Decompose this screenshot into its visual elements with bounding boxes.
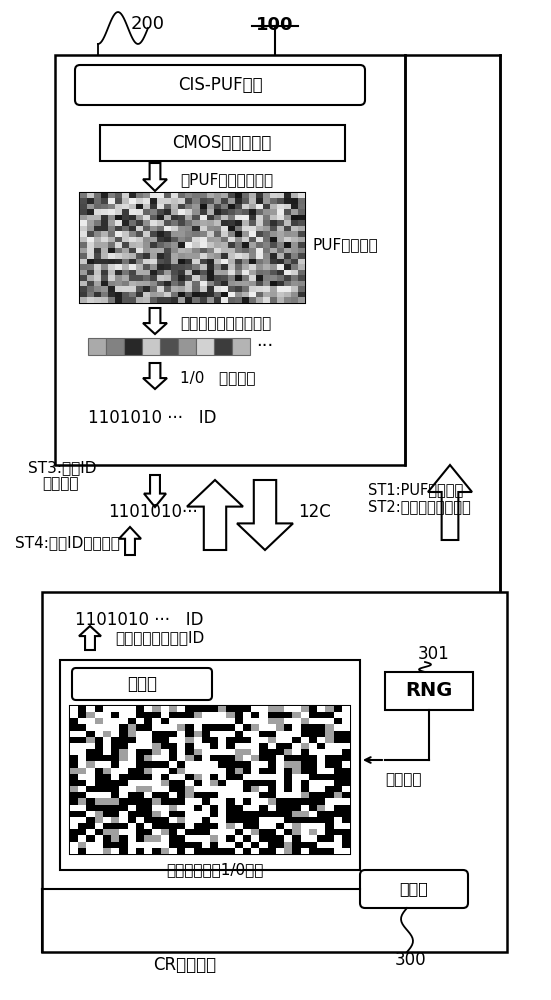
Text: 301: 301: [418, 645, 450, 663]
Bar: [60, 660, 360, 870]
FancyBboxPatch shape: [75, 65, 365, 105]
Text: PUF模式图像: PUF模式图像: [313, 237, 379, 252]
Bar: [106, 338, 124, 355]
Text: 截取经地址分配的部分: 截取经地址分配的部分: [180, 316, 271, 332]
Text: 100: 100: [256, 16, 294, 34]
Bar: [42, 592, 507, 952]
Text: 12C: 12C: [298, 503, 331, 521]
Text: 微电脑: 微电脑: [399, 882, 429, 896]
Bar: [160, 338, 178, 355]
Text: CIS-PUF芯片: CIS-PUF芯片: [177, 76, 262, 94]
Text: ST1:PUF模式指令: ST1:PUF模式指令: [368, 483, 463, 497]
Text: CMOS图像传感器: CMOS图像传感器: [172, 134, 272, 152]
Polygon shape: [144, 475, 166, 507]
Text: ST4:验证ID是否一致: ST4:验证ID是否一致: [15, 536, 120, 550]
Text: ST2:地址分配（挑战）: ST2:地址分配（挑战）: [368, 499, 471, 514]
Text: 已预先注册的1/0数据: 已预先注册的1/0数据: [166, 862, 264, 878]
Text: （响应）: （响应）: [42, 477, 78, 491]
Bar: [100, 125, 345, 161]
FancyBboxPatch shape: [360, 870, 468, 908]
FancyBboxPatch shape: [72, 668, 212, 700]
Polygon shape: [143, 363, 167, 389]
Bar: [232, 338, 250, 355]
Text: 截取分配的地址的ID: 截取分配的地址的ID: [115, 631, 204, 646]
Text: 存储器: 存储器: [127, 675, 157, 693]
Bar: [80, 193, 305, 303]
Bar: [124, 338, 142, 355]
Polygon shape: [237, 480, 293, 550]
Bar: [88, 338, 106, 355]
Polygon shape: [143, 308, 167, 334]
Text: 以PUF模式进行摄影: 以PUF模式进行摄影: [180, 172, 273, 188]
Polygon shape: [119, 527, 141, 555]
Bar: [178, 338, 196, 355]
Polygon shape: [143, 163, 167, 191]
Text: CR认证系统: CR认证系统: [153, 956, 217, 974]
Text: 1101010···: 1101010···: [108, 503, 198, 521]
Polygon shape: [79, 626, 101, 650]
Text: 地址分配: 地址分配: [385, 772, 422, 788]
Text: ST3:发送ID: ST3:发送ID: [28, 460, 96, 476]
Bar: [142, 338, 160, 355]
Bar: [196, 338, 214, 355]
Text: ···: ···: [256, 338, 273, 356]
Bar: [214, 338, 232, 355]
Text: RNG: RNG: [406, 682, 453, 700]
Polygon shape: [187, 480, 243, 550]
Bar: [70, 706, 350, 854]
Text: 300: 300: [395, 951, 426, 969]
Polygon shape: [428, 465, 472, 540]
Text: 1101010 ···   ID: 1101010 ··· ID: [88, 409, 217, 427]
Text: 200: 200: [131, 15, 165, 33]
Text: 1/0   生成响应: 1/0 生成响应: [180, 370, 256, 385]
Bar: [55, 55, 405, 465]
Text: 1101010 ···   ID: 1101010 ··· ID: [75, 611, 203, 629]
Bar: [385, 672, 473, 710]
